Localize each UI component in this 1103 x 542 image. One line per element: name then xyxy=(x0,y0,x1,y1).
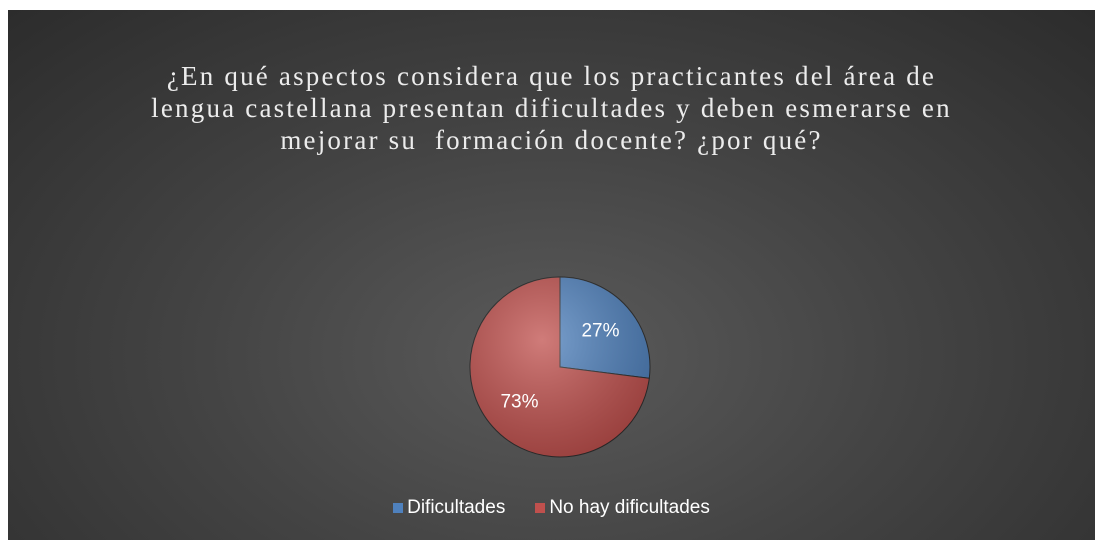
chart-title: ¿En qué aspectos considera que los pract… xyxy=(151,61,970,155)
legend-label: Dificultades xyxy=(407,497,506,518)
plot: 27% 73% xyxy=(469,276,651,458)
legend-item: Dificultades xyxy=(393,497,505,519)
data-label: 27% xyxy=(581,320,619,341)
legend-swatch xyxy=(393,503,404,513)
legend-swatch xyxy=(535,503,546,513)
legend-label: No hay dificultades xyxy=(549,497,710,518)
data-label: 73% xyxy=(500,392,538,413)
legend-item: No hay dificultades xyxy=(535,497,710,519)
chart: ¿En qué aspectos considera que los pract… xyxy=(8,10,1095,540)
legend: Dificultades No hay dificultades xyxy=(8,497,1095,519)
